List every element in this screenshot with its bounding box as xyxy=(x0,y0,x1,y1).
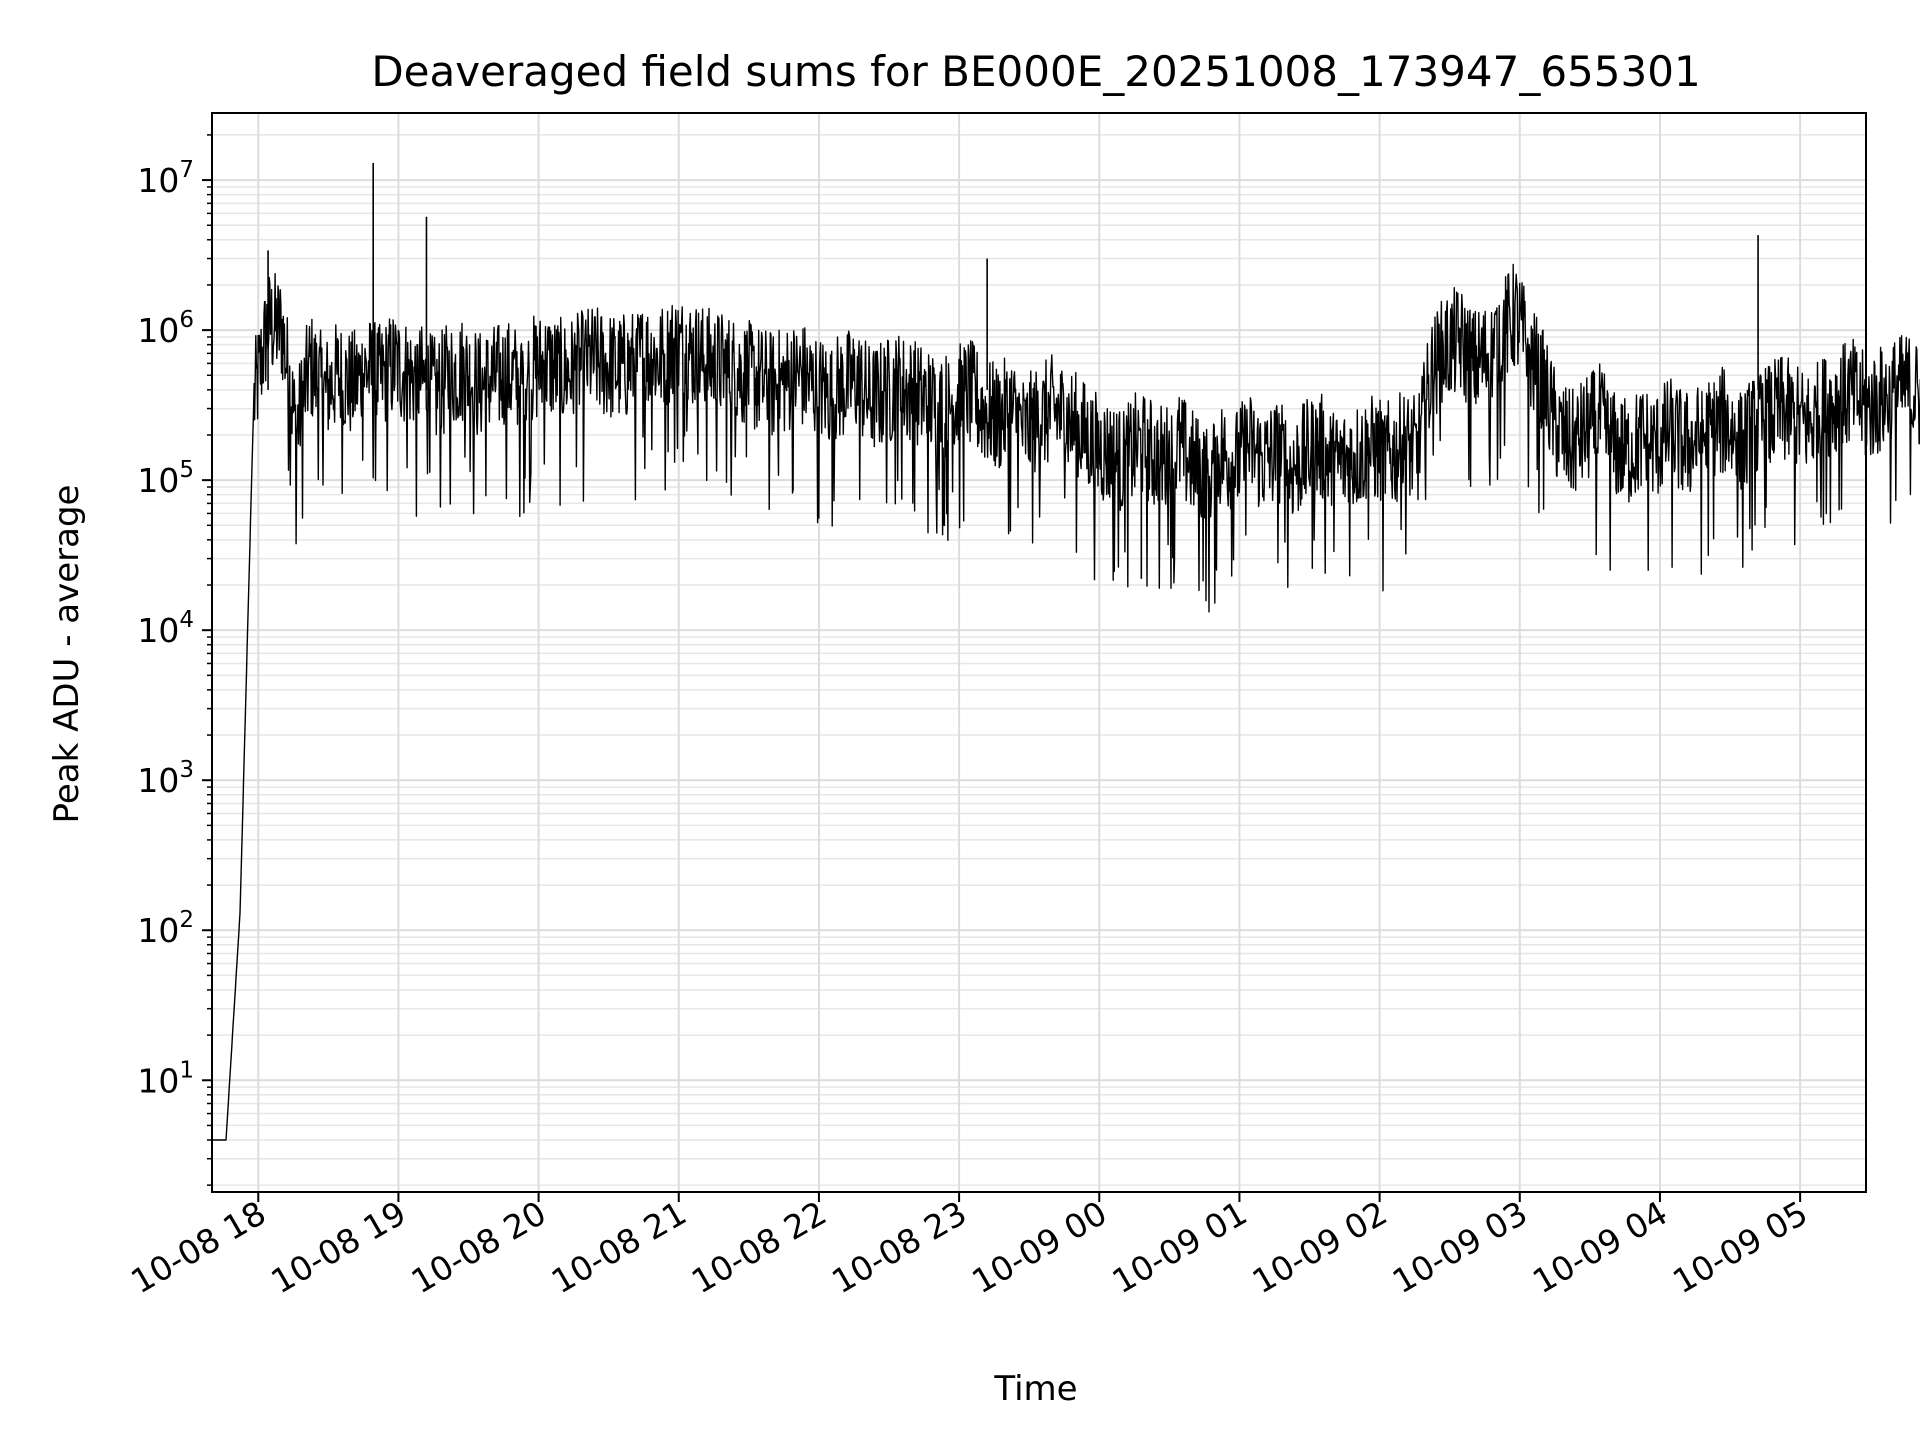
y-tick-label: 103 xyxy=(137,757,194,800)
series-line xyxy=(211,263,1920,1141)
y-tick-label: 104 xyxy=(137,607,194,650)
y-tick-label: 105 xyxy=(137,457,194,500)
plot-frame xyxy=(211,112,1867,1193)
y-tick-label: 101 xyxy=(137,1057,194,1100)
major-grid xyxy=(212,113,1866,1192)
x-axis-title: Time xyxy=(993,1369,1077,1409)
y-tick-label: 107 xyxy=(137,157,194,200)
series-layer xyxy=(211,162,1920,1141)
y-axis-title: Peak ADU - average xyxy=(47,485,87,824)
y-tick-label: 106 xyxy=(137,307,194,350)
y-axis: 101 102 103 104 105 106 107 xyxy=(137,134,212,1186)
minor-grid xyxy=(212,134,1866,1186)
chart-title: Deaveraged field sums for BE000E_2025100… xyxy=(371,47,1700,96)
y-tick-label: 102 xyxy=(137,907,194,950)
